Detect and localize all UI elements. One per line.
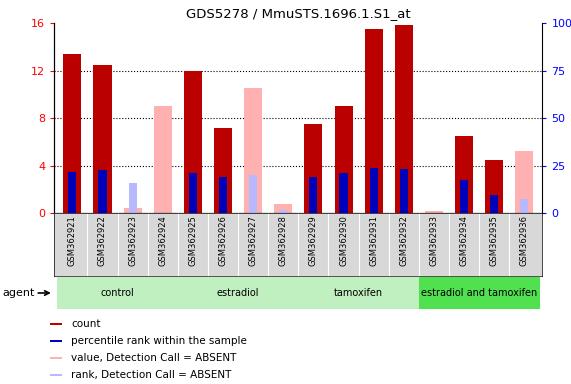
Bar	[455, 136, 473, 213]
Text: GSM362924: GSM362924	[158, 215, 167, 266]
Bar	[340, 173, 348, 213]
Text: value, Detection Call = ABSENT: value, Detection Call = ABSENT	[71, 353, 237, 363]
Bar	[298, 277, 419, 308]
Text: control: control	[100, 288, 134, 298]
Bar	[395, 25, 413, 213]
Bar	[50, 357, 62, 359]
Bar	[369, 168, 378, 213]
Text: GSM362932: GSM362932	[399, 215, 408, 266]
Bar	[365, 29, 383, 213]
Bar	[219, 177, 227, 213]
Text: estradiol and tamoxifen: estradiol and tamoxifen	[421, 288, 537, 298]
Text: GSM362933: GSM362933	[429, 215, 439, 266]
Bar	[98, 170, 107, 213]
Text: GSM362922: GSM362922	[98, 215, 107, 266]
Bar	[460, 180, 468, 213]
Bar	[304, 124, 323, 213]
Bar	[178, 277, 298, 308]
Bar	[279, 210, 287, 213]
Text: GSM362927: GSM362927	[248, 215, 258, 266]
Text: rank, Detection Call = ABSENT: rank, Detection Call = ABSENT	[71, 370, 232, 380]
Bar	[490, 195, 498, 213]
Bar	[69, 172, 77, 213]
Bar	[50, 340, 62, 341]
Bar	[335, 106, 352, 213]
Bar	[154, 106, 172, 213]
Text: tamoxifen: tamoxifen	[334, 288, 383, 298]
Bar	[485, 160, 503, 213]
Bar	[274, 204, 292, 213]
Bar	[400, 169, 408, 213]
Bar	[94, 65, 111, 213]
Bar	[419, 277, 540, 308]
Text: count: count	[71, 319, 101, 329]
Bar	[249, 175, 257, 213]
Text: estradiol: estradiol	[217, 288, 259, 298]
Text: GSM362925: GSM362925	[188, 215, 198, 266]
Bar	[50, 374, 62, 376]
Text: GSM362926: GSM362926	[219, 215, 227, 266]
Bar	[128, 184, 136, 213]
Text: GSM362923: GSM362923	[128, 215, 137, 266]
Bar	[425, 211, 443, 213]
Bar	[515, 151, 533, 213]
Text: percentile rank within the sample: percentile rank within the sample	[71, 336, 247, 346]
Bar	[57, 277, 178, 308]
Text: GSM362936: GSM362936	[520, 215, 529, 266]
Bar	[214, 127, 232, 213]
Bar	[244, 88, 262, 213]
Text: GSM362931: GSM362931	[369, 215, 378, 266]
Bar	[189, 173, 197, 213]
Text: GSM362928: GSM362928	[279, 215, 288, 266]
Text: GSM362921: GSM362921	[68, 215, 77, 266]
Text: GSM362930: GSM362930	[339, 215, 348, 266]
Title: GDS5278 / MmuSTS.1696.1.S1_at: GDS5278 / MmuSTS.1696.1.S1_at	[186, 7, 411, 20]
Bar	[50, 323, 62, 324]
Text: GSM362935: GSM362935	[490, 215, 498, 266]
Text: agent: agent	[3, 288, 35, 298]
Bar	[184, 71, 202, 213]
Bar	[309, 177, 317, 213]
Bar	[520, 199, 528, 213]
Bar	[63, 54, 81, 213]
Bar	[123, 209, 142, 213]
Text: GSM362934: GSM362934	[460, 215, 469, 266]
Text: GSM362929: GSM362929	[309, 215, 318, 266]
